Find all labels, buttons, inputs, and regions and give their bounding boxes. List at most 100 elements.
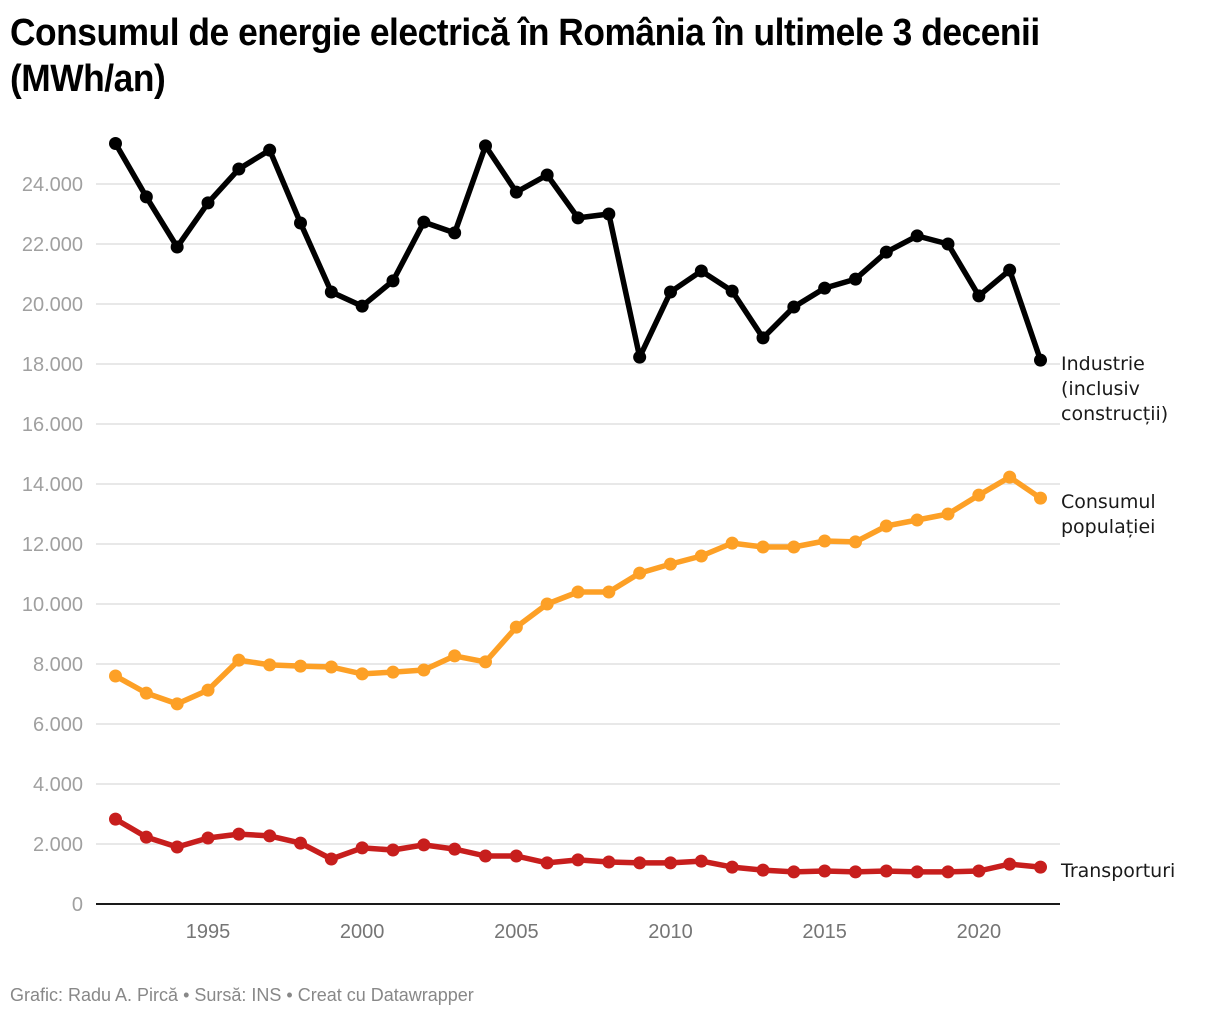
- data-point: [479, 655, 492, 669]
- data-point: [694, 549, 708, 563]
- data-point: [571, 585, 585, 599]
- data-point: [664, 557, 677, 571]
- data-point: [602, 585, 616, 599]
- data-point: [324, 852, 338, 866]
- data-point: [1003, 857, 1017, 871]
- data-point: [787, 300, 801, 314]
- data-point: [1003, 470, 1017, 484]
- data-point: [170, 240, 184, 254]
- data-point: [602, 855, 616, 869]
- series-label-line: Transporturi: [1060, 860, 1175, 882]
- data-point: [910, 229, 924, 243]
- data-point: [386, 274, 400, 288]
- x-tick-label: 2020: [957, 921, 1002, 943]
- data-point: [756, 540, 770, 554]
- data-point: [540, 168, 554, 182]
- y-tick-label: 14.000: [22, 474, 83, 496]
- data-point: [633, 350, 647, 364]
- data-point: [664, 856, 677, 870]
- series-transporturi: [109, 812, 1047, 879]
- data-point: [294, 659, 307, 673]
- data-point: [448, 226, 462, 240]
- y-tick-label: 8.000: [33, 654, 83, 676]
- data-point: [201, 683, 215, 697]
- y-tick-label: 0: [72, 894, 83, 916]
- data-point: [324, 285, 338, 299]
- data-point: [109, 812, 122, 826]
- data-point: [849, 272, 862, 286]
- series-consumul-popula-iei: [109, 470, 1047, 711]
- data-point: [479, 139, 492, 153]
- data-point: [910, 865, 924, 879]
- data-point: [139, 686, 153, 700]
- data-point: [355, 841, 369, 855]
- data-point: [879, 864, 893, 878]
- y-tick-label: 20.000: [22, 294, 83, 316]
- chart-title: Consumul de energie electrică în România…: [10, 12, 1040, 100]
- data-point: [355, 667, 369, 681]
- y-tick-label: 22.000: [22, 234, 83, 256]
- data-point: [694, 264, 708, 278]
- data-point: [479, 849, 492, 863]
- series-direct-labels: Industrie (inclusiv construcții) Consumul po…: [1060, 353, 1175, 882]
- gridlines: [96, 183, 1060, 845]
- series-label-line: (inclusiv: [1061, 378, 1140, 400]
- y-tick-label: 16.000: [22, 414, 83, 436]
- series-line: [112, 140, 1044, 363]
- data-point: [941, 507, 955, 521]
- data-point: [972, 864, 986, 878]
- y-tick-label: 10.000: [22, 594, 83, 616]
- data-point: [879, 245, 893, 259]
- data-point: [1003, 263, 1017, 277]
- data-point: [201, 196, 215, 210]
- chart-credits: Grafic: Radu A. Pircă • Sursă: INS • Cre…: [10, 985, 474, 1005]
- x-tick-label: 2005: [494, 921, 539, 943]
- data-point: [109, 137, 122, 150]
- data-point: [571, 211, 585, 225]
- series-label: Industrie (inclusiv construcții): [1061, 353, 1168, 425]
- data-point: [139, 190, 153, 204]
- series-industrie-inclusiv-construc-ii-: [109, 137, 1047, 367]
- x-tick-label: 2000: [340, 921, 385, 943]
- data-point: [725, 284, 739, 298]
- data-point: [725, 860, 739, 874]
- data-point: [324, 660, 338, 674]
- y-axis-tick-labels: 0 2.000 4.000 6.000 8.000 10.000 12.000 14.000 1…: [22, 174, 83, 916]
- data-point: [756, 863, 770, 877]
- data-point: [910, 513, 924, 527]
- data-point: [725, 536, 739, 550]
- data-point: [417, 663, 431, 677]
- data-point: [756, 331, 770, 345]
- data-point: [664, 285, 677, 299]
- data-point: [540, 597, 554, 611]
- data-point: [540, 856, 554, 870]
- data-point: [818, 281, 832, 295]
- series-label-line: construcții): [1061, 403, 1168, 425]
- data-point: [263, 829, 277, 843]
- data-point: [941, 237, 955, 251]
- x-tick-label: 1995: [186, 921, 231, 943]
- data-point: [417, 215, 431, 229]
- data-point: [972, 289, 986, 303]
- series-label-line: Consumul: [1061, 491, 1156, 513]
- x-tick-label: 2015: [802, 921, 847, 943]
- series-label: Transporturi: [1060, 860, 1175, 882]
- data-point: [232, 162, 246, 176]
- series-label: Consumul populației: [1061, 491, 1156, 538]
- series-label-line: populației: [1061, 516, 1155, 538]
- y-tick-label: 6.000: [33, 714, 83, 736]
- data-point: [386, 665, 400, 679]
- y-tick-label: 12.000: [22, 534, 83, 556]
- data-point: [787, 865, 801, 879]
- series-label-line: Industrie: [1061, 353, 1145, 375]
- data-point: [818, 534, 832, 548]
- data-point: [448, 842, 462, 856]
- data-point: [633, 566, 647, 580]
- data-point: [972, 488, 986, 502]
- data-point: [294, 216, 307, 230]
- data-point: [232, 653, 246, 667]
- series-lines: [109, 137, 1047, 879]
- x-tick-label: 2010: [648, 921, 693, 943]
- data-point: [109, 669, 122, 683]
- data-point: [602, 207, 616, 221]
